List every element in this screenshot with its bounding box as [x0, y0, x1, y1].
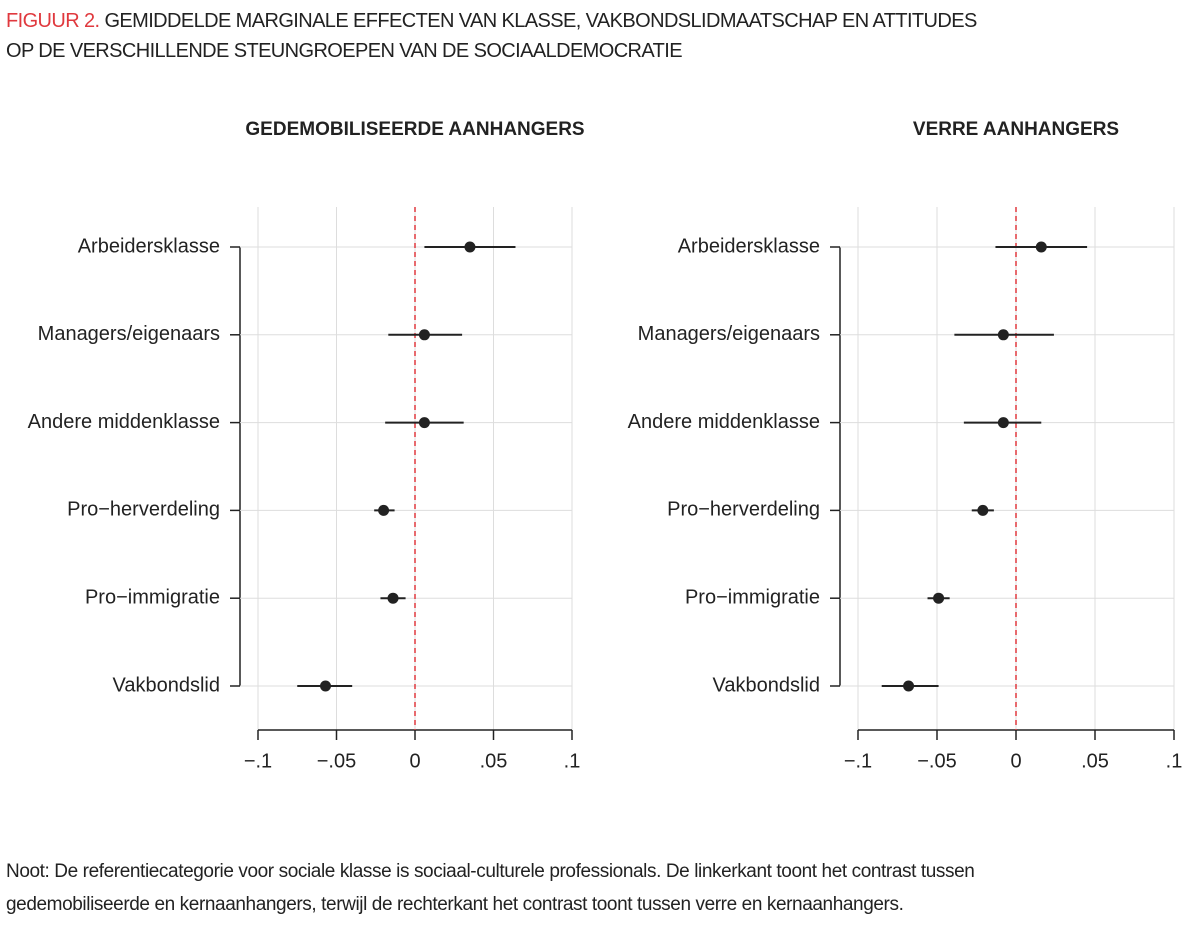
y-tick-label: Vakbondslid — [113, 674, 220, 696]
point-estimate — [320, 680, 332, 692]
point-estimate — [1035, 241, 1047, 253]
point-estimate — [418, 329, 430, 341]
y-tick-label: Arbeidersklasse — [678, 235, 820, 257]
panel-title: VERRE AANHANGERS — [913, 119, 1119, 140]
point-estimate — [387, 592, 399, 604]
point-estimate — [977, 504, 989, 516]
y-tick-label: Andere middenklasse — [28, 411, 220, 433]
point-estimate — [903, 680, 915, 692]
x-tick-label: −.1 — [844, 750, 872, 772]
point-estimate — [464, 241, 476, 253]
x-tick-label: .1 — [564, 750, 581, 772]
y-tick-label: Pro−herverdeling — [667, 499, 820, 521]
point-estimate — [933, 592, 945, 604]
x-tick-label: .1 — [1166, 750, 1183, 772]
y-tick-label: Pro−immigratie — [685, 586, 820, 608]
point-estimate — [418, 417, 430, 429]
y-tick-label: Vakbondslid — [713, 674, 820, 696]
y-tick-label: Managers/eigenaars — [38, 323, 220, 345]
y-tick-label: Pro−immigratie — [85, 586, 220, 608]
x-tick-label: −.1 — [244, 750, 272, 772]
point-estimate — [997, 329, 1009, 341]
title-text: GEMIDDELDE MARGINALE EFFECTEN VAN KLASSE… — [104, 10, 977, 32]
x-tick-label: 0 — [409, 750, 420, 772]
note: Noot: De referentiecategorie voor social… — [6, 855, 975, 921]
figure-title: FIGUUR 2. GEMIDDELDE MARGINALE EFFECTEN … — [6, 6, 977, 66]
title-line: OP DE VERSCHILLENDE STEUNGROEPEN VAN DE … — [6, 40, 683, 62]
x-tick-label: −.05 — [317, 750, 356, 772]
x-tick-label: .05 — [480, 750, 508, 772]
point-estimate — [378, 504, 390, 516]
x-tick-label: −.05 — [917, 750, 956, 772]
note-line: gedemobiliseerde en kernaanhangers, terw… — [6, 894, 904, 915]
figure-label: FIGUUR 2. — [6, 10, 100, 32]
y-tick-label: Pro−herverdeling — [67, 499, 220, 521]
x-tick-label: 0 — [1010, 750, 1021, 772]
y-tick-label: Arbeidersklasse — [78, 235, 220, 257]
note-line: Noot: De referentiecategorie voor social… — [6, 861, 975, 882]
panel-title: GEDEMOBILISEERDE AANHANGERS — [245, 119, 584, 140]
y-tick-label: Managers/eigenaars — [638, 323, 820, 345]
y-tick-label: Andere middenklasse — [628, 411, 820, 433]
x-tick-label: .05 — [1081, 750, 1109, 772]
point-estimate — [997, 417, 1009, 429]
title-line: FIGUUR 2. GEMIDDELDE MARGINALE EFFECTEN … — [6, 6, 977, 36]
